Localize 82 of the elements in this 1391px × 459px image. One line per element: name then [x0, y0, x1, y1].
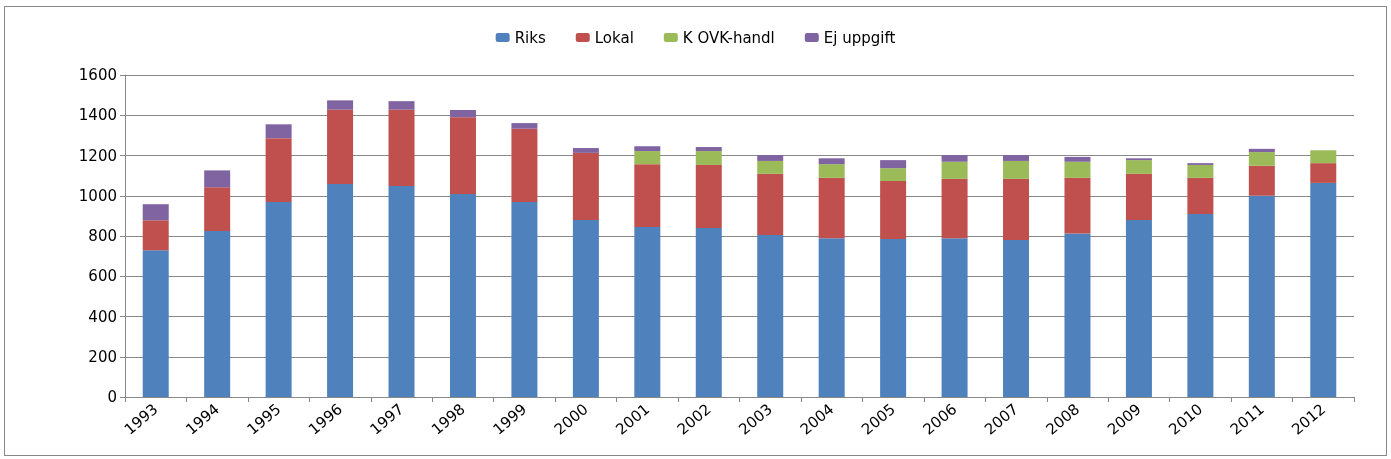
bar: [142, 220, 169, 251]
bar: [204, 170, 231, 188]
bar: [818, 177, 845, 239]
bar: [449, 117, 476, 194]
bar: [1310, 150, 1337, 164]
bar: [1064, 233, 1091, 397]
bar: [1003, 240, 1030, 397]
bar: [204, 187, 231, 231]
bar: [1310, 182, 1337, 397]
bar: [941, 155, 968, 162]
bar: [449, 110, 476, 118]
bar: [1064, 161, 1091, 178]
y-tick-label: 1200: [78, 146, 117, 165]
bar: [1003, 178, 1030, 241]
bar: [880, 239, 907, 397]
y-tick-label: 400: [88, 307, 117, 326]
bar: [1125, 173, 1152, 220]
y-tick-label: 1600: [78, 66, 117, 84]
bar: [1003, 155, 1030, 161]
y-tick-label: 0: [107, 388, 117, 406]
bar: [818, 238, 845, 397]
bar: [142, 250, 169, 397]
y-tick-label: 800: [88, 227, 117, 245]
bar: [1248, 148, 1275, 153]
bar: [388, 185, 415, 397]
bar: [511, 201, 538, 397]
bar: [880, 168, 907, 182]
bar: [204, 230, 231, 397]
bar: [327, 109, 354, 185]
bar: [1248, 152, 1275, 166]
bar: [1125, 160, 1152, 174]
bar: [1248, 195, 1275, 397]
bar: [1187, 214, 1214, 397]
bar: [634, 226, 661, 397]
y-tick-label: 1400: [78, 106, 117, 125]
legend-label: Lokal: [594, 28, 634, 47]
bar: [327, 184, 354, 397]
bar: [695, 164, 722, 228]
legend-label: Ej uppgift: [823, 28, 896, 47]
bar: [880, 181, 907, 240]
bar: [511, 123, 538, 129]
bar: [449, 193, 476, 397]
bar: [818, 158, 845, 165]
bar: [941, 178, 968, 239]
bar: [142, 204, 169, 221]
bar: [265, 124, 292, 139]
bar: [1003, 160, 1030, 179]
bar: [880, 160, 907, 169]
bar: [757, 234, 784, 397]
bar: [572, 148, 599, 153]
bar: [1248, 165, 1275, 196]
bar: [941, 238, 968, 397]
bar: [388, 109, 415, 186]
y-tick-label: 600: [88, 267, 117, 286]
bar: [265, 138, 292, 202]
legend-label: K OVK-handl: [682, 28, 775, 47]
y-tick-label: 200: [88, 347, 117, 366]
bar: [634, 164, 661, 227]
bar: [757, 155, 784, 161]
bar: [757, 173, 784, 235]
bar: [572, 219, 599, 397]
y-tick-label: 1000: [78, 186, 117, 205]
bar: [634, 151, 661, 165]
bar: [1064, 156, 1091, 162]
bar: [265, 201, 292, 397]
bar: [1310, 163, 1337, 183]
bar: [327, 100, 354, 110]
bar: [388, 101, 415, 110]
bar: [695, 151, 722, 165]
bar: [818, 164, 845, 178]
legend-label: Riks: [514, 28, 546, 47]
bar: [1125, 219, 1152, 397]
bar: [511, 128, 538, 202]
bar: [757, 160, 784, 174]
bar: [695, 147, 722, 152]
bar: [695, 227, 722, 397]
bar: [1187, 164, 1214, 178]
bar: [941, 161, 968, 179]
bar: [1064, 177, 1091, 234]
bar: [1187, 177, 1214, 215]
bar: [572, 152, 599, 220]
bar: [634, 146, 661, 152]
